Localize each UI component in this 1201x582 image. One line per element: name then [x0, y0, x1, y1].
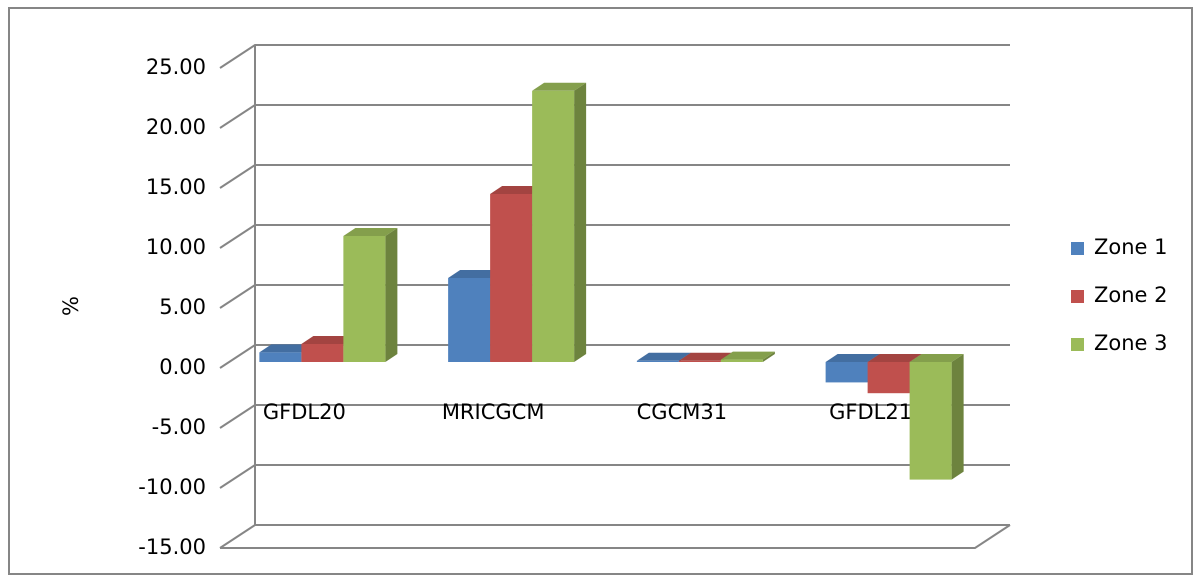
y-tick-label: -10.00	[138, 475, 206, 499]
y-tick-label: 0.00	[159, 355, 206, 379]
bar-side	[762, 351, 775, 362]
grid-line	[219, 44, 1010, 69]
bar-top	[867, 354, 922, 362]
bar	[448, 278, 491, 362]
grid-line	[219, 464, 1010, 489]
bar-top	[301, 336, 356, 344]
bar	[259, 352, 302, 362]
bar	[720, 359, 763, 362]
legend-label: Zone 2	[1094, 283, 1168, 307]
y-tick-label: 10.00	[146, 235, 206, 259]
bar	[678, 360, 721, 362]
legend-swatch	[1071, 338, 1084, 351]
bar	[301, 344, 344, 362]
bar	[867, 362, 910, 394]
y-tick-label: 20.00	[146, 115, 206, 139]
bar	[490, 194, 533, 362]
legend-label: Zone 3	[1094, 331, 1168, 355]
grid-line	[219, 284, 1010, 309]
grid-line	[219, 404, 1010, 429]
floor-edge	[220, 524, 1011, 549]
grid-line	[219, 524, 1010, 549]
grid-line	[219, 164, 1010, 189]
grid-line	[219, 344, 1010, 369]
chart-border	[8, 7, 1193, 575]
bar	[636, 360, 679, 362]
legend-swatch	[1071, 242, 1084, 255]
bar-top	[259, 344, 314, 353]
grid-line	[219, 224, 1010, 249]
bar-top	[490, 186, 545, 194]
bar-side	[574, 82, 587, 363]
bar-top	[825, 354, 880, 362]
bar-top	[343, 228, 398, 236]
legend-swatch	[1071, 290, 1084, 303]
bar-top	[532, 82, 587, 91]
x-tick-label: MRICGCM	[442, 400, 545, 424]
y-tick-label: -5.00	[152, 415, 206, 439]
bar-top	[448, 270, 503, 278]
y-tick-label: -15.00	[138, 535, 206, 559]
bar-top	[678, 352, 733, 361]
grid-line	[219, 104, 1010, 129]
bar	[909, 362, 952, 480]
bar-top	[636, 352, 691, 361]
bar	[825, 362, 868, 383]
bar-top	[720, 351, 775, 360]
x-tick-label: GFDL20	[263, 400, 346, 424]
y-tick-label: 15.00	[146, 175, 206, 199]
bar-side	[951, 354, 964, 480]
bar	[343, 236, 386, 362]
x-tick-label: CGCM31	[637, 400, 727, 424]
x-tick-label: GFDL21	[829, 400, 912, 424]
y-tick-label: 25.00	[146, 55, 206, 79]
bar	[532, 90, 575, 363]
y-axis-label: %	[59, 296, 83, 316]
y-tick-label: 5.00	[159, 295, 206, 319]
bar-side	[385, 228, 398, 362]
legend-label: Zone 1	[1094, 235, 1168, 259]
bar-top	[909, 354, 964, 362]
